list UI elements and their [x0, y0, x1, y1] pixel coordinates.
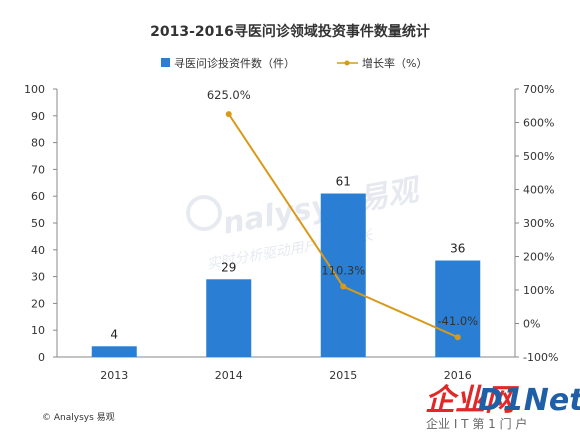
right-axis-tick-label: 0%: [523, 318, 540, 331]
right-axis-tick-label: 100%: [523, 284, 554, 297]
right-axis-tick-label: 400%: [523, 184, 554, 197]
x-axis-tick-label: 2015: [329, 369, 357, 382]
line-data-label: 625.0%: [207, 88, 251, 102]
bar-data-label: 4: [110, 327, 118, 341]
left-axis-tick-label: 10: [31, 324, 45, 337]
right-axis-tick-label: 700%: [523, 83, 554, 96]
line-point: [340, 283, 347, 290]
left-axis-tick-label: 100: [24, 83, 45, 96]
bar-data-label: 29: [221, 260, 236, 274]
bar-data-label: 36: [450, 242, 465, 256]
line-data-label: 110.3%: [321, 264, 365, 278]
legend-line-marker: [344, 60, 350, 66]
right-axis-tick-label: 600%: [523, 117, 554, 130]
watermark: nalysys 易观 实时分析驱动用户资产成长: [186, 172, 424, 273]
bar: [435, 260, 481, 357]
legend: 寻医问诊投资件数（件） 增长率（%）: [161, 56, 427, 70]
left-axis-tick-label: 60: [31, 190, 45, 203]
legend-bar-swatch: [161, 58, 170, 67]
left-axis-tick-label: 30: [31, 271, 45, 284]
left-axis-tick-label: 80: [31, 137, 45, 150]
left-axis: 0 10 20 30 40 50 60 70 80 90 100: [24, 83, 58, 364]
bar: [320, 193, 366, 357]
right-axis-tick-label: 500%: [523, 150, 554, 163]
brand-logo: 企业网 D1Net 企业 I T 第 1 门 户: [425, 383, 580, 431]
right-axis: -100% 0% 100% 200% 300% 400% 500% 600% 700%: [514, 83, 558, 364]
bar-data-label: 61: [336, 175, 351, 189]
x-axis: 2013 2014 2015 2016: [57, 356, 515, 382]
left-axis-tick-label: 40: [31, 244, 45, 257]
source-note: © Analysys 易观: [42, 412, 115, 423]
bar-series: 4 29 61 36: [91, 175, 481, 357]
x-axis-tick-label: 2016: [444, 369, 472, 382]
left-axis-tick-label: 0: [38, 351, 45, 364]
left-axis-tick-label: 20: [31, 297, 45, 310]
right-axis-tick-label: 200%: [523, 251, 554, 264]
left-axis-tick-label: 90: [31, 110, 45, 123]
x-axis-tick-label: 2014: [215, 369, 243, 382]
left-axis-tick-label: 50: [31, 217, 45, 230]
right-axis-tick-label: 300%: [523, 217, 554, 230]
line-point: [454, 334, 461, 341]
bar: [91, 346, 137, 357]
right-axis-tick-label: -100%: [523, 351, 558, 364]
legend-line-label: 增长率（%）: [362, 56, 427, 70]
brand-subtitle: 企业 I T 第 1 门 户: [426, 416, 527, 431]
brand-name-en: D1Net: [478, 383, 580, 418]
left-axis-tick-label: 70: [31, 163, 45, 176]
line-point: [225, 111, 232, 118]
x-axis-tick-label: 2013: [100, 369, 128, 382]
chart-title: 2013-2016寻医问诊领域投资事件数量统计: [150, 23, 430, 40]
line-series: 625.0% 110.3% -41.0%: [207, 88, 478, 341]
brand-name-cn: 企业网: [425, 383, 519, 418]
bar: [206, 279, 252, 357]
legend-bar-label: 寻医问诊投资件数（件）: [174, 56, 295, 70]
line-data-label: -41.0%: [437, 314, 478, 328]
